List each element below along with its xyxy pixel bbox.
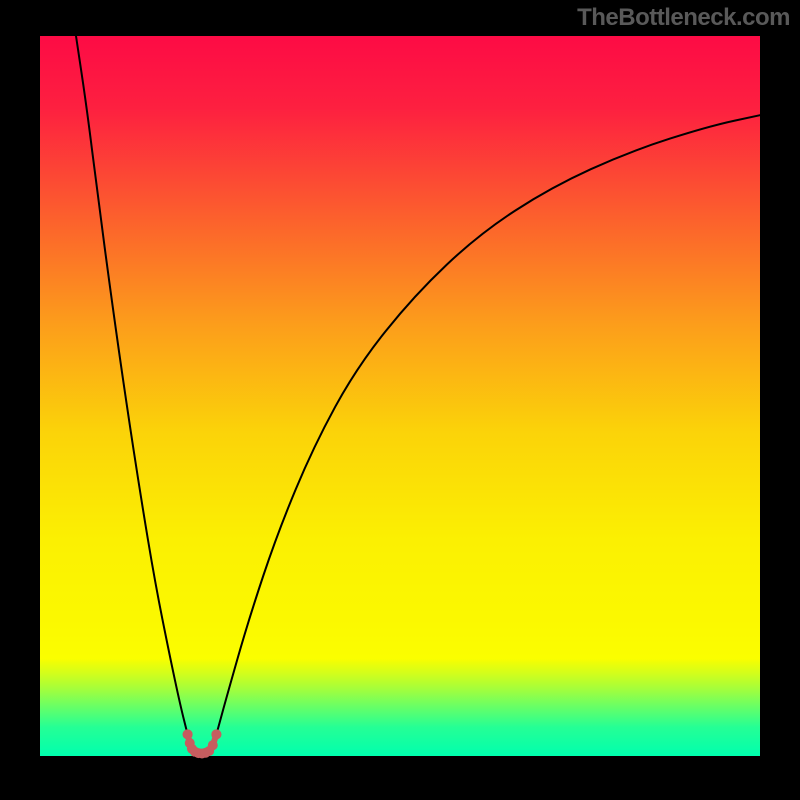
chart-container: TheBottleneck.com <box>0 0 800 800</box>
watermark-text: TheBottleneck.com <box>577 4 790 32</box>
chart-svg <box>0 0 800 800</box>
cluster-dot <box>183 729 193 739</box>
cluster-dot <box>208 740 218 750</box>
cluster-dot <box>211 729 221 739</box>
